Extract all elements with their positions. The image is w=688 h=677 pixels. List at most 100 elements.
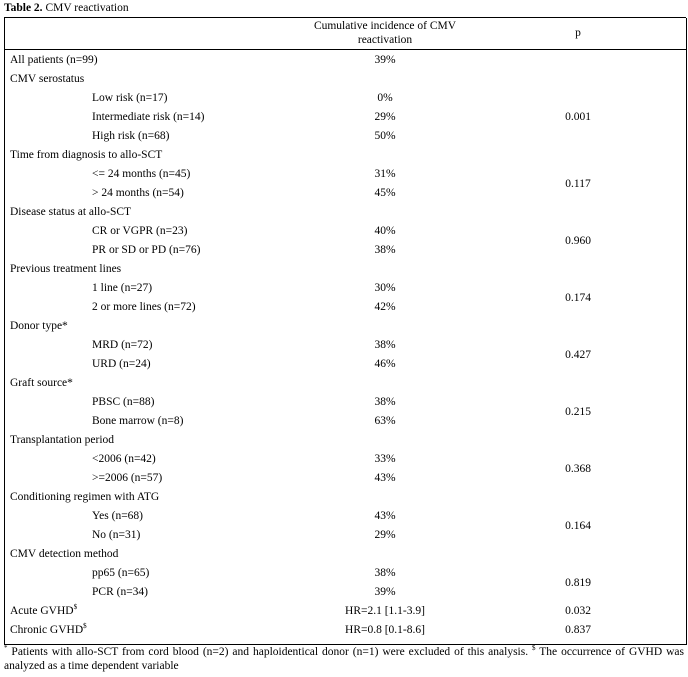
row-label: <2006 (n=42) bbox=[92, 453, 156, 465]
row-label: High risk (n=68) bbox=[92, 130, 170, 142]
row-incidence-value: 42% bbox=[374, 301, 396, 313]
table-row: PBSC (n=88) 38% bbox=[0, 393, 688, 412]
row-label: CMV serostatus bbox=[10, 73, 85, 85]
row-p-value: 0.837 bbox=[565, 624, 591, 636]
row-incidence-value: 0% bbox=[377, 92, 393, 104]
table-row: Time from diagnosis to allo-SCT bbox=[0, 146, 688, 165]
table-caption-label: Table 2. bbox=[4, 2, 43, 14]
row-incidence-value: 39% bbox=[374, 586, 396, 598]
table-row: >=2006 (n=57) 43% bbox=[0, 469, 688, 488]
table-row: PR or SD or PD (n=76) 38% bbox=[0, 241, 688, 260]
row-incidence-value: 43% bbox=[374, 510, 396, 522]
table-row: CMV detection method bbox=[0, 545, 688, 564]
row-incidence-value: 38% bbox=[374, 567, 396, 579]
table-row: Yes (n=68) 43% bbox=[0, 507, 688, 526]
row-label: Time from diagnosis to allo-SCT bbox=[10, 149, 163, 161]
row-label: PR or SD or PD (n=76) bbox=[92, 244, 201, 256]
row-incidence-value: 63% bbox=[374, 415, 396, 427]
table-row: Bone marrow (n=8) 63% bbox=[0, 412, 688, 431]
row-label: Acute GVHD$ bbox=[10, 603, 78, 617]
column-header-incidence: Cumulative incidence of CMV reactivation bbox=[300, 19, 470, 47]
footnote-text-2: The occurrence of GVHD was analyzed as a… bbox=[4, 646, 684, 672]
table-caption-text: CMV reactivation bbox=[45, 2, 129, 14]
row-label: 1 line (n=27) bbox=[92, 282, 153, 294]
row-incidence-value: HR=0.8 [0.1-8.6] bbox=[345, 624, 425, 636]
row-incidence-value: 29% bbox=[374, 529, 396, 541]
row-label: CMV detection method bbox=[10, 548, 119, 560]
row-label: PCR (n=34) bbox=[92, 586, 149, 598]
footnote-dollar-marker: $ bbox=[532, 644, 536, 653]
row-label: Yes (n=68) bbox=[92, 510, 144, 522]
group-p-value: 0.164 bbox=[565, 519, 591, 532]
footnote-text-1: Patients with allo-SCT from cord blood (… bbox=[7, 646, 533, 658]
table-row: Conditioning regimen with ATG bbox=[0, 488, 688, 507]
row-incidence-value: 38% bbox=[374, 339, 396, 351]
row-label: Graft source* bbox=[10, 377, 73, 389]
table-row: Transplantation period bbox=[0, 431, 688, 450]
row-incidence-value: 31% bbox=[374, 168, 396, 180]
table-header-rule bbox=[4, 49, 686, 50]
row-label: <= 24 months (n=45) bbox=[92, 168, 191, 180]
row-p-value: 0.032 bbox=[565, 605, 591, 617]
table-footnote: * Patients with allo-SCT from cord blood… bbox=[4, 645, 684, 673]
table-row: Chronic GVHD$ HR=0.8 [0.1-8.6] 0.837 bbox=[0, 621, 688, 640]
row-incidence-value: 38% bbox=[374, 244, 396, 256]
table-row: All patients (n=99) 39% bbox=[0, 51, 688, 70]
table-row: Acute GVHD$ HR=2.1 [1.1-3.9] 0.032 bbox=[0, 602, 688, 621]
row-incidence-value: 39% bbox=[374, 54, 396, 66]
table-row: Disease status at allo-SCT bbox=[0, 203, 688, 222]
footnote-star-marker: * bbox=[4, 644, 8, 653]
row-incidence-value: 38% bbox=[374, 396, 396, 408]
table-row: Previous treatment lines bbox=[0, 260, 688, 279]
row-label: PBSC (n=88) bbox=[92, 396, 155, 408]
table-row: No (n=31) 29% bbox=[0, 526, 688, 545]
table-row: Intermediate risk (n=14) 29% bbox=[0, 108, 688, 127]
table-bottom-rule bbox=[4, 644, 686, 645]
table-row: > 24 months (n=54) 45% bbox=[0, 184, 688, 203]
row-label: Chronic GVHD$ bbox=[10, 622, 87, 636]
row-label: MRD (n=72) bbox=[92, 339, 153, 351]
group-p-value: 0.368 bbox=[565, 462, 591, 475]
row-label: Conditioning regimen with ATG bbox=[10, 491, 160, 503]
table-row: Donor type* bbox=[0, 317, 688, 336]
table-row: PCR (n=34) 39% bbox=[0, 583, 688, 602]
column-header-incidence-line2: reactivation bbox=[357, 34, 413, 46]
row-incidence-value: 45% bbox=[374, 187, 396, 199]
table-row: 1 line (n=27) 30% bbox=[0, 279, 688, 298]
row-label: Transplantation period bbox=[10, 434, 115, 446]
table-left-border bbox=[4, 18, 5, 645]
row-incidence-value: HR=2.1 [1.1-3.9] bbox=[345, 605, 425, 617]
column-header-p: p bbox=[575, 27, 581, 39]
row-incidence-value: 29% bbox=[374, 111, 396, 123]
group-p-value: 0.960 bbox=[565, 234, 591, 247]
row-incidence-value: 43% bbox=[374, 472, 396, 484]
row-incidence-value: 30% bbox=[374, 282, 396, 294]
group-p-value: 0.215 bbox=[565, 405, 591, 418]
table-row: Low risk (n=17) 0% bbox=[0, 89, 688, 108]
row-incidence-value: 40% bbox=[374, 225, 396, 237]
row-label: Intermediate risk (n=14) bbox=[92, 111, 205, 123]
row-label: URD (n=24) bbox=[92, 358, 151, 370]
table-row: <= 24 months (n=45) 31% bbox=[0, 165, 688, 184]
table-row: MRD (n=72) 38% bbox=[0, 336, 688, 355]
row-label: 2 or more lines (n=72) bbox=[92, 301, 196, 313]
table-top-rule bbox=[4, 17, 686, 18]
group-p-value: 0.819 bbox=[565, 576, 591, 589]
table-row: pp65 (n=65) 38% bbox=[0, 564, 688, 583]
row-label: > 24 months (n=54) bbox=[92, 187, 184, 199]
row-label: Previous treatment lines bbox=[10, 263, 122, 275]
table-row: High risk (n=68) 50% bbox=[0, 127, 688, 146]
table-row: 2 or more lines (n=72) 42% bbox=[0, 298, 688, 317]
row-incidence-value: 50% bbox=[374, 130, 396, 142]
table-row: <2006 (n=42) 33% bbox=[0, 450, 688, 469]
table-right-border bbox=[686, 18, 687, 645]
row-label: All patients (n=99) bbox=[10, 54, 98, 66]
row-label: Disease status at allo-SCT bbox=[10, 206, 132, 218]
row-label: Low risk (n=17) bbox=[92, 92, 168, 104]
row-incidence-value: 33% bbox=[374, 453, 396, 465]
group-p-value: 0.174 bbox=[565, 291, 591, 304]
row-incidence-value: 46% bbox=[374, 358, 396, 370]
group-p-value: 0.001 bbox=[565, 111, 591, 123]
group-p-value: 0.427 bbox=[565, 348, 591, 361]
group-p-value: 0.117 bbox=[565, 177, 591, 190]
